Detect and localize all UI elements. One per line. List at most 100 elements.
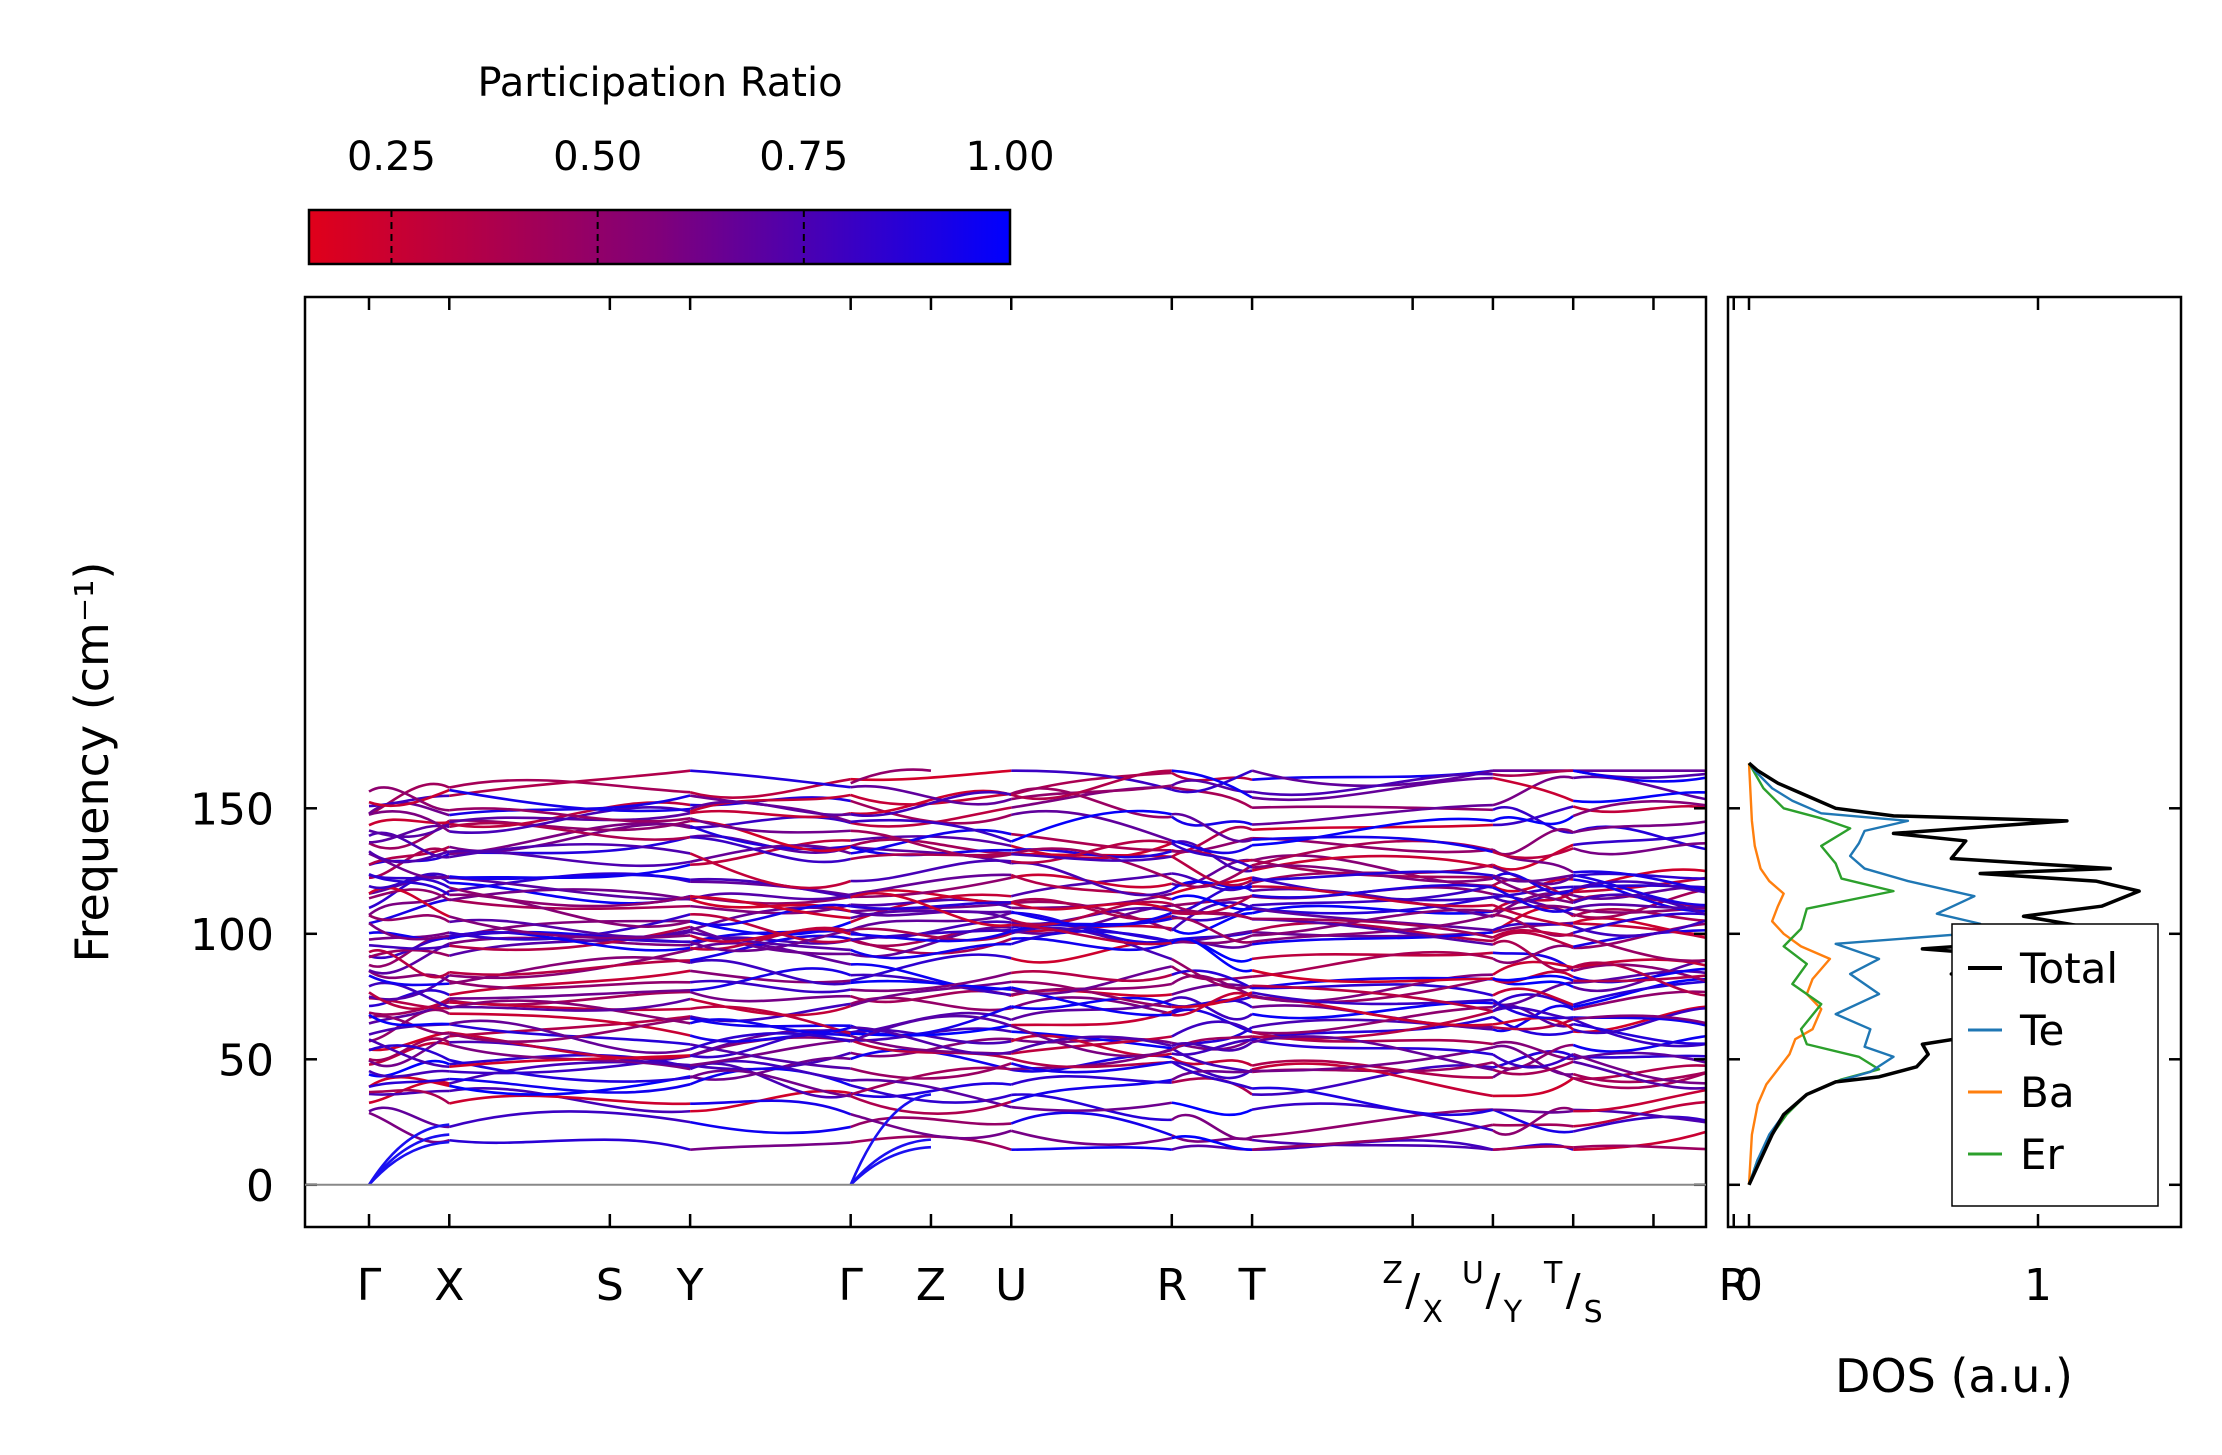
band-line <box>850 1005 1012 1037</box>
band-line <box>1492 1016 1574 1031</box>
band-line <box>448 1094 691 1106</box>
x-tick-label-sup: T <box>1543 1256 1563 1291</box>
band-line <box>368 1014 450 1035</box>
x-tick-label-sup: Z <box>1382 1256 1403 1291</box>
band-line <box>850 1135 1012 1151</box>
band-line <box>850 891 1012 927</box>
x-tick-label-slash: / <box>1486 1265 1501 1316</box>
band-line <box>1011 1145 1172 1151</box>
band-line <box>1573 831 1706 847</box>
band-line <box>1572 769 1706 783</box>
band-line <box>1171 1101 1253 1117</box>
band-line <box>850 1028 1012 1045</box>
band-line <box>368 872 450 890</box>
band-line <box>1252 1046 1494 1073</box>
band-line <box>449 893 691 929</box>
band-line <box>1010 769 1172 801</box>
dos-series-te <box>1747 762 1982 1186</box>
band-line <box>1492 987 1574 1007</box>
band-line <box>368 873 450 889</box>
band-line <box>1171 812 1253 843</box>
band-line <box>850 828 1012 855</box>
band-line <box>689 990 851 1003</box>
band-line <box>689 903 851 927</box>
band-line <box>689 852 852 890</box>
band-line <box>690 835 851 864</box>
band-line <box>1171 894 1253 916</box>
band-line <box>1171 769 1253 794</box>
x-tick-label: T <box>1238 1260 1266 1311</box>
band-line <box>449 821 691 841</box>
band-panel-frame <box>303 295 1708 1229</box>
band-line <box>1010 965 1173 996</box>
band-line <box>1010 1129 1173 1147</box>
band-line <box>689 1018 852 1034</box>
band-line <box>689 1120 851 1135</box>
band-line <box>1011 1101 1173 1112</box>
x-tick-label: X <box>434 1260 464 1311</box>
band-line <box>1492 931 1574 949</box>
band-line <box>449 806 691 834</box>
band-line <box>1573 958 1706 969</box>
band-line <box>1251 1102 1494 1132</box>
band-line <box>850 852 1012 861</box>
band-line <box>1171 1113 1253 1141</box>
band-line <box>850 838 1012 855</box>
band-line <box>1492 1015 1574 1037</box>
band-line <box>1572 1007 1706 1035</box>
band-line <box>1010 901 1173 912</box>
band-line <box>368 886 450 918</box>
band-line <box>850 971 1012 993</box>
band-line <box>368 1013 450 1027</box>
band-line <box>689 817 851 834</box>
band-line <box>1492 814 1575 826</box>
band-line <box>1010 872 1172 898</box>
band-line <box>1010 787 1172 819</box>
band-line <box>689 1056 851 1081</box>
band-line <box>1492 1145 1574 1151</box>
band-line <box>1492 1108 1574 1134</box>
band-line <box>1171 916 1253 944</box>
band-line <box>1573 1022 1706 1046</box>
band-line <box>850 909 1012 920</box>
band-line <box>1492 929 1574 939</box>
band-line <box>1252 885 1494 908</box>
band-line <box>1492 1052 1574 1069</box>
band-line <box>1572 903 1706 910</box>
band-line <box>1251 913 1494 944</box>
band-line <box>1171 1041 1253 1052</box>
band-line <box>689 1005 852 1035</box>
band-line <box>368 898 450 925</box>
band-line <box>1572 880 1706 894</box>
band-line <box>368 1075 450 1088</box>
band-line <box>850 927 1012 942</box>
band-line <box>850 928 1012 942</box>
band-line <box>1572 1071 1706 1090</box>
band-line <box>449 969 691 997</box>
band-line <box>449 1031 691 1060</box>
band-line <box>1171 855 1253 887</box>
band-line <box>449 898 691 911</box>
band-line <box>1011 980 1172 1009</box>
band-line <box>1010 930 1173 946</box>
band-line <box>1573 1130 1706 1151</box>
band-line <box>1573 791 1706 804</box>
band-line <box>1010 809 1173 843</box>
band-line <box>449 788 691 813</box>
band-line <box>1572 820 1706 834</box>
band-line <box>1251 1062 1494 1098</box>
band-line <box>1572 1060 1706 1090</box>
band-line <box>689 800 851 817</box>
band-line <box>449 819 691 832</box>
x-tick-label-dos: 0 <box>1735 1260 1763 1311</box>
band-line <box>449 1075 691 1096</box>
band-line <box>368 1038 450 1069</box>
band-line <box>1572 1115 1706 1133</box>
band-line <box>1171 769 1253 799</box>
band-line <box>689 927 852 943</box>
band-line <box>690 913 851 944</box>
band-line <box>1170 901 1253 932</box>
band-line <box>1573 775 1706 801</box>
